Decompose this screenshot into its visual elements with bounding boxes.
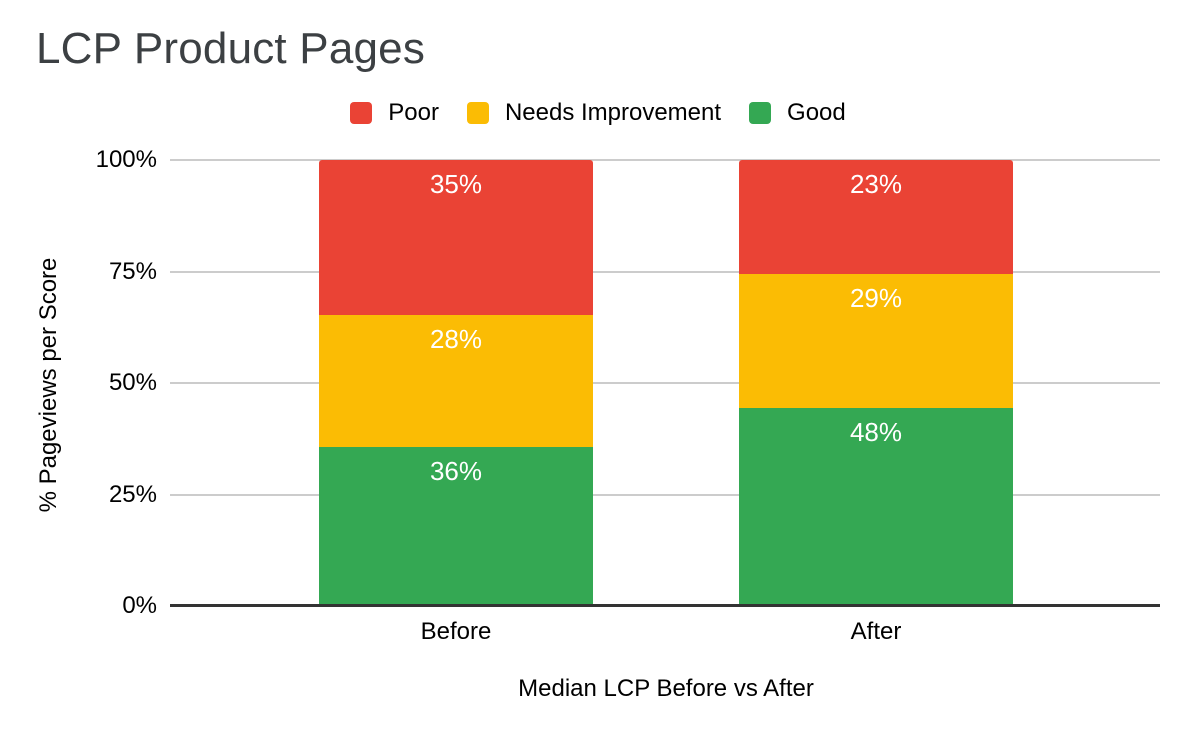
legend-swatch-needs-improvement-icon [466,102,489,124]
data-label-poor-before: 35% [429,169,483,199]
gridline-75 [170,270,1160,273]
y-tick-label-100: 100% [95,146,157,173]
legend: Poor Needs Improvement Good [0,99,1196,127]
y-tick-label-0: 0% [122,592,157,619]
legend-item-needs-improvement: Needs Improvement [466,99,722,127]
legend-label-good: Good [787,99,846,126]
gridline-25 [170,493,1160,496]
data-label-needs-improvement-after: 29% [849,283,903,314]
segment-good-before: 36% [319,446,593,605]
segment-needs-improvement-before: 28% [319,315,593,447]
data-label-poor-after: 23% [849,169,903,199]
gridline-100 [170,159,1160,161]
data-label-good-before: 36% [429,455,483,486]
segment-good-after: 48% [739,408,1013,605]
chart-title: LCP Product Pages [36,24,426,73]
bar-before: 35% 28% 36% [319,160,593,605]
legend-label-poor: Poor [388,99,439,126]
gridline-50 [170,382,1160,384]
x-axis-line [170,604,1160,607]
legend-label-needs-improvement: Needs Improvement [504,99,722,126]
segment-poor-after: 23% [739,160,1013,275]
segment-poor-before: 35% [319,160,593,316]
y-tick-label-25: 25% [108,480,157,508]
legend-swatch-good-icon [749,102,772,124]
y-tick-label-75: 75% [108,257,157,285]
segment-needs-improvement-after: 29% [739,274,1013,409]
bar-after: 23% 29% 48% [739,160,1013,605]
legend-item-good: Good [749,99,846,127]
data-label-good-after: 48% [849,417,903,448]
y-tick-label-50: 50% [108,369,157,396]
legend-item-poor: Poor [350,99,439,127]
x-axis-title: Median LCP Before vs After [518,675,814,702]
x-tick-label-after: After [850,618,902,645]
data-label-needs-improvement-before: 28% [429,324,483,355]
x-tick-label-before: Before [420,618,492,645]
legend-swatch-poor-icon [350,102,373,124]
